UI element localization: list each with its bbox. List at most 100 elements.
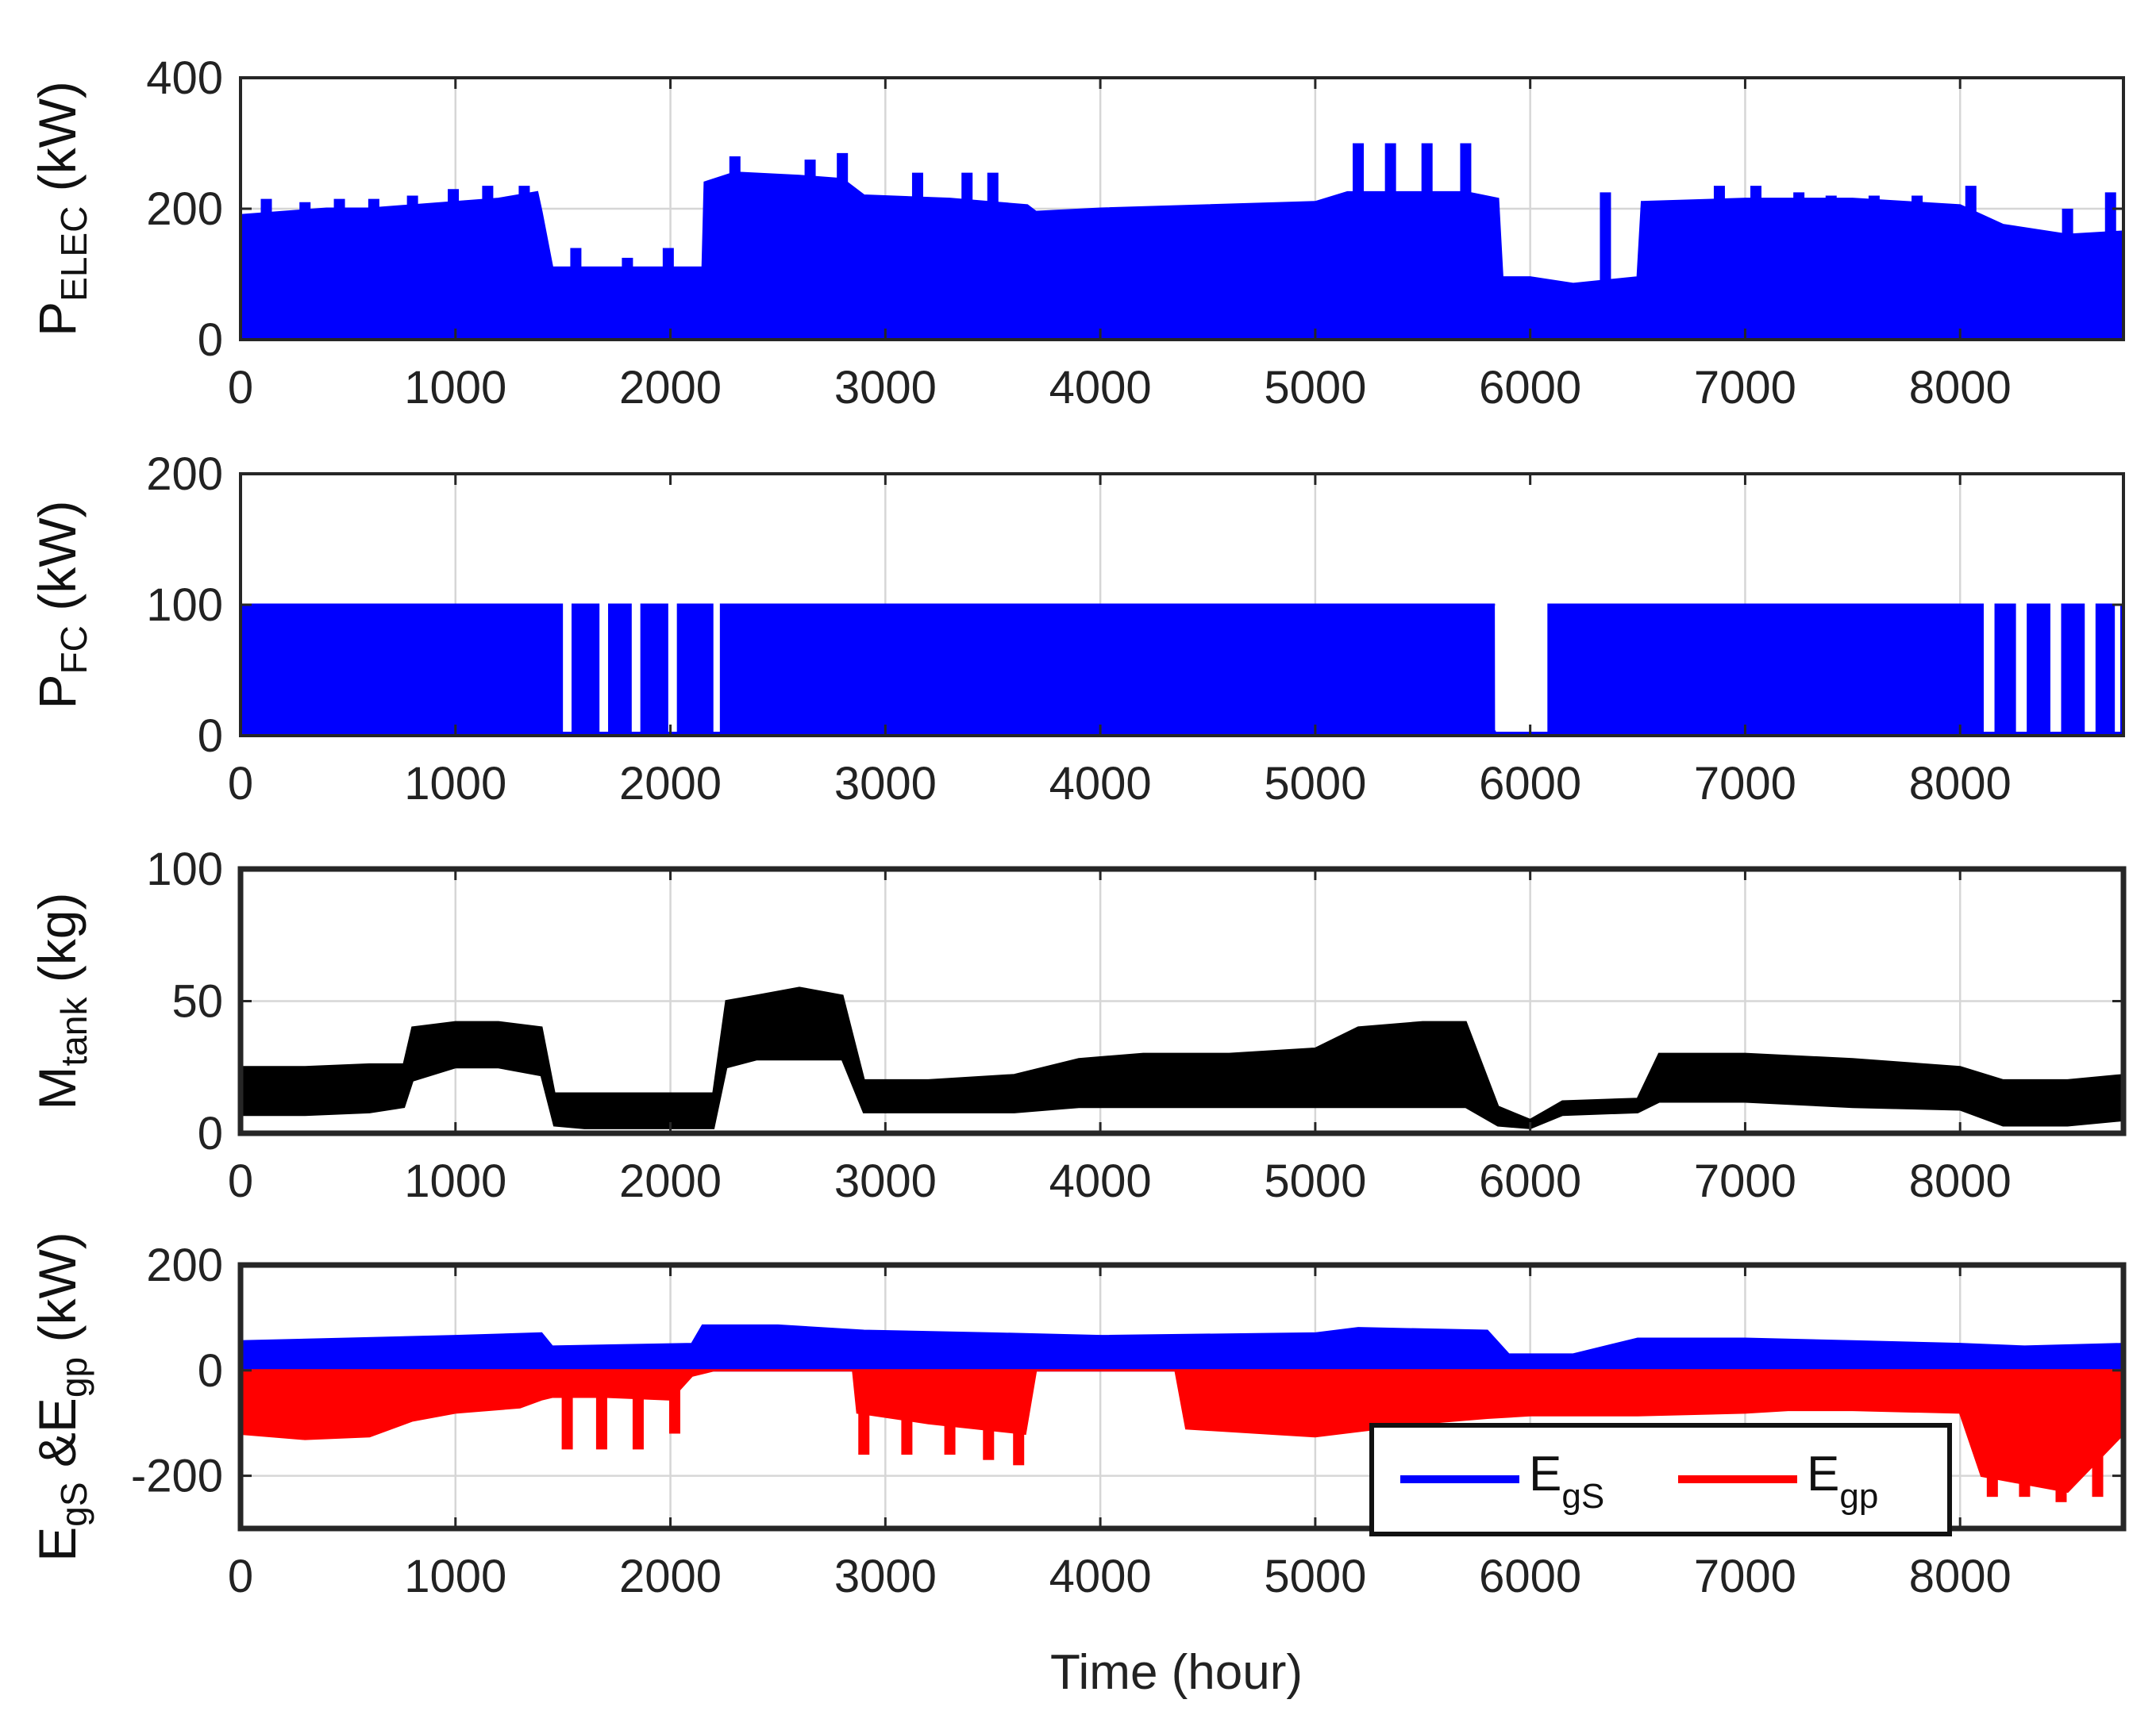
y-tick-label: 0 [198, 1345, 223, 1397]
series-spike [944, 1370, 956, 1455]
x-tick-label: 8000 [1909, 362, 2012, 413]
x-axis-label: Time (hour) [1050, 1645, 1303, 1700]
x-tick-label: 5000 [1264, 1155, 1366, 1207]
series-spike [1868, 195, 1880, 340]
series-area-0 [241, 171, 2123, 340]
x-tick-label: 0 [228, 1155, 253, 1207]
x-tick-label: 6000 [1479, 362, 1581, 413]
x-tick-label: 8000 [1909, 1155, 2012, 1207]
y-tick-label: 200 [146, 183, 223, 235]
x-tick-label: 7000 [1694, 362, 1796, 413]
y-tick-label: 50 [171, 976, 223, 1028]
x-tick-label: 1000 [404, 362, 506, 413]
series-spike [482, 186, 494, 340]
legend-label-gs: EgS [1529, 1447, 1604, 1516]
series-spike [911, 172, 923, 340]
series-gap [2050, 477, 2062, 732]
series-gap [1496, 477, 1548, 732]
series-gap [2085, 477, 2096, 732]
x-tick-label: 5000 [1264, 362, 1366, 413]
series-spike [622, 257, 633, 340]
y-tick-label: 0 [198, 1108, 223, 1159]
plot-area [241, 143, 2123, 340]
y-tick-label: 200 [146, 448, 223, 500]
series-spike [804, 160, 816, 340]
series-spike [570, 248, 582, 340]
series-spike [1965, 186, 1977, 340]
series-spike [1986, 1370, 1998, 1498]
x-tick-label: 5000 [1264, 758, 1366, 809]
x-tick-label: 4000 [1049, 362, 1152, 413]
series-spike [1384, 143, 1396, 340]
x-tick-label: 6000 [1479, 1551, 1581, 1602]
series-spike [837, 152, 849, 340]
plot-area [241, 477, 2123, 736]
x-tick-label: 3000 [834, 1155, 937, 1207]
series-gap [1983, 477, 1995, 732]
y-axis-label: Mtank (kg) [28, 893, 94, 1110]
y-tick-label: 400 [146, 52, 223, 104]
series-spike [1713, 186, 1725, 340]
y-axis-label: PFC (kW) [28, 501, 94, 709]
x-tick-label: 3000 [834, 362, 937, 413]
x-tick-label: 7000 [1694, 1551, 1796, 1602]
series-spike [260, 198, 272, 340]
series-area-0 [241, 603, 2123, 736]
x-tick-label: 2000 [619, 1551, 722, 1602]
x-tick-label: 6000 [1479, 1155, 1581, 1207]
panel-m-tank: 0 1000 2000 3000 4000 5000 6000 7000 8000 0 50 100 M… [28, 844, 2127, 1207]
series-gap [713, 477, 720, 732]
series-spike [987, 172, 999, 340]
x-tick-label: 3000 [834, 1551, 937, 1602]
y-axis-label: EgS &Egp (kW) [28, 1232, 94, 1561]
legend-box [1369, 1423, 1952, 1536]
x-tick-label: 4000 [1049, 758, 1152, 809]
series-spike [406, 195, 418, 340]
series-spike [368, 198, 379, 340]
y-axis-label: PELEC (kW) [28, 81, 94, 336]
series-spike [901, 1370, 913, 1455]
x-tick-label: 7000 [1694, 758, 1796, 809]
y-tick-label: -200 [131, 1451, 223, 1502]
x-tick-label: 7000 [1694, 1155, 1796, 1207]
x-tick-label: 1000 [404, 1551, 506, 1602]
y-tick-label: 0 [198, 314, 223, 366]
series-spike [983, 1370, 995, 1460]
y-tick-label: 0 [198, 710, 223, 762]
series-spike [668, 1370, 680, 1434]
y-tick-label: 200 [146, 1240, 223, 1291]
y-tick-label: 100 [146, 579, 223, 631]
plot-area [241, 986, 2123, 1129]
axes-frame [237, 1262, 2127, 1532]
series-spike [2019, 1370, 2031, 1498]
x-tick-label: 0 [228, 362, 253, 413]
series-egp [241, 1369, 2123, 1494]
x-tick-label: 2000 [619, 1155, 722, 1207]
series-spike [961, 172, 973, 340]
x-tick-label: 4000 [1049, 1155, 1152, 1207]
series-spike [1600, 192, 1611, 340]
x-tick-label: 0 [228, 1551, 253, 1602]
panel-p-fc: 0 1000 2000 3000 4000 5000 6000 7000 8000 0 100 200… [28, 448, 2125, 809]
x-tick-label: 5000 [1264, 1551, 1366, 1602]
series-spike [1912, 195, 1923, 340]
series-spike [729, 156, 741, 340]
x-tick-label: 2000 [619, 362, 722, 413]
series-area-0 [241, 986, 2123, 1129]
series-spike [1460, 143, 1472, 340]
series-spike [2062, 209, 2073, 340]
panel-egs-egp: 0 1000 2000 3000 4000 5000 6000 7000 8000-200020… [28, 1232, 2127, 1602]
y-tick-label: 100 [146, 844, 223, 895]
x-tick-label: 1000 [404, 1155, 506, 1207]
x-tick-label: 1000 [404, 758, 506, 809]
series-spike [1750, 186, 1761, 340]
series-spike [2104, 192, 2116, 340]
series-spike [858, 1370, 870, 1455]
series-spike [1421, 143, 1433, 340]
series-gap [2015, 477, 2027, 732]
plot-area [241, 1324, 2123, 1502]
series-spike [561, 1370, 573, 1450]
series-spike [299, 202, 311, 340]
series-spike [518, 186, 530, 340]
x-tick-label: 0 [228, 758, 253, 809]
